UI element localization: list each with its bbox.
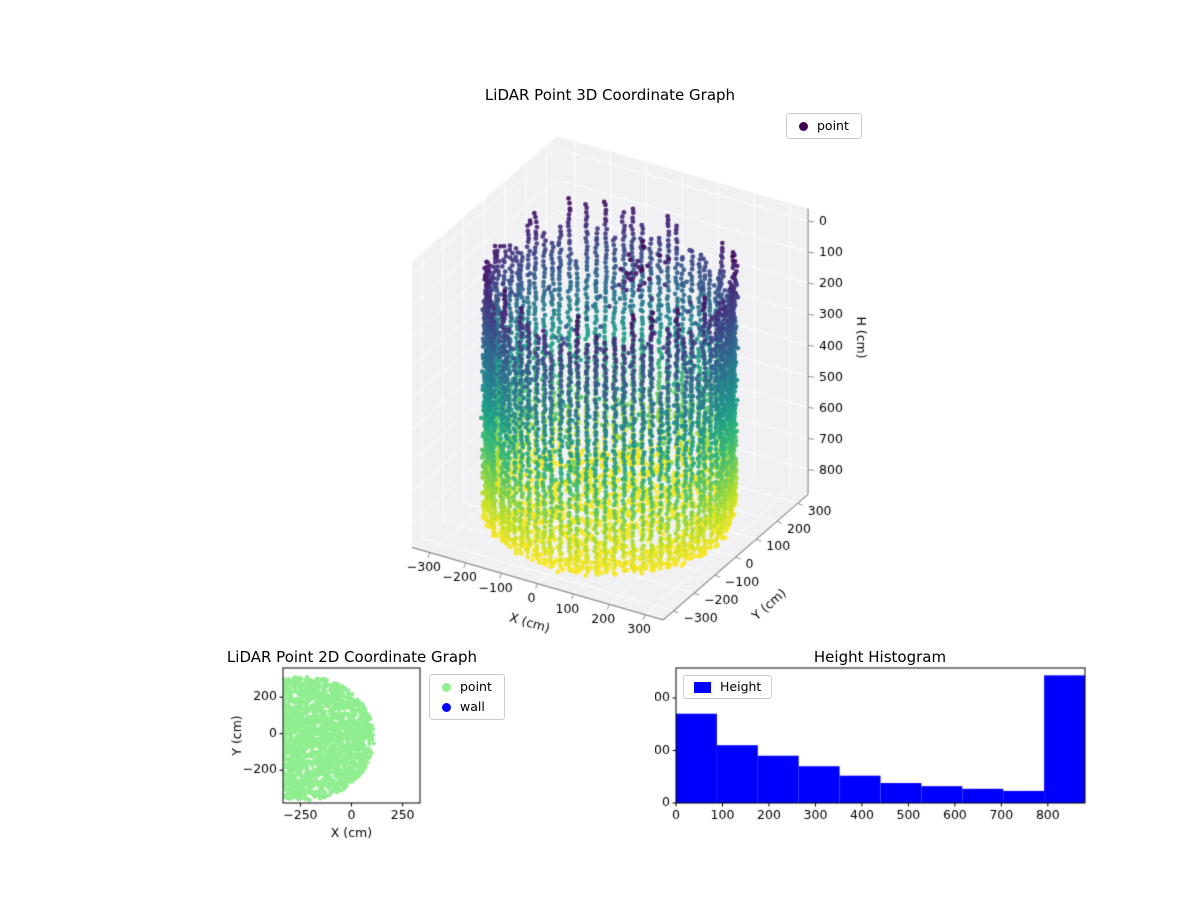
legend-label-point: point [817,118,849,133]
height-bar-swatch-icon [694,681,711,693]
legend-entry-height: Height [694,680,761,694]
wall-marker-icon [442,702,451,712]
scatter3d-legend: point [786,113,862,139]
histogram-legend: Height [683,675,773,699]
legend-entry-point: point [442,680,492,694]
scatter2d-legend: point wall [429,674,505,720]
histogram-title: Height Histogram [813,648,947,666]
legend-label-point: point [460,679,492,694]
scatter3d-plot-canvas [320,90,900,670]
legend-label-wall: wall [460,699,485,714]
point-marker-icon [442,682,451,692]
point-marker-icon [799,121,808,131]
legend-label-height: Height [720,679,762,694]
legend-entry-point: point [799,119,849,133]
scatter2d-plot-canvas [210,655,450,855]
legend-entry-wall: wall [442,700,492,714]
scatter2d-title: LiDAR Point 2D Coordinate Graph [226,648,478,666]
scatter3d-title: LiDAR Point 3D Coordinate Graph [484,86,736,104]
